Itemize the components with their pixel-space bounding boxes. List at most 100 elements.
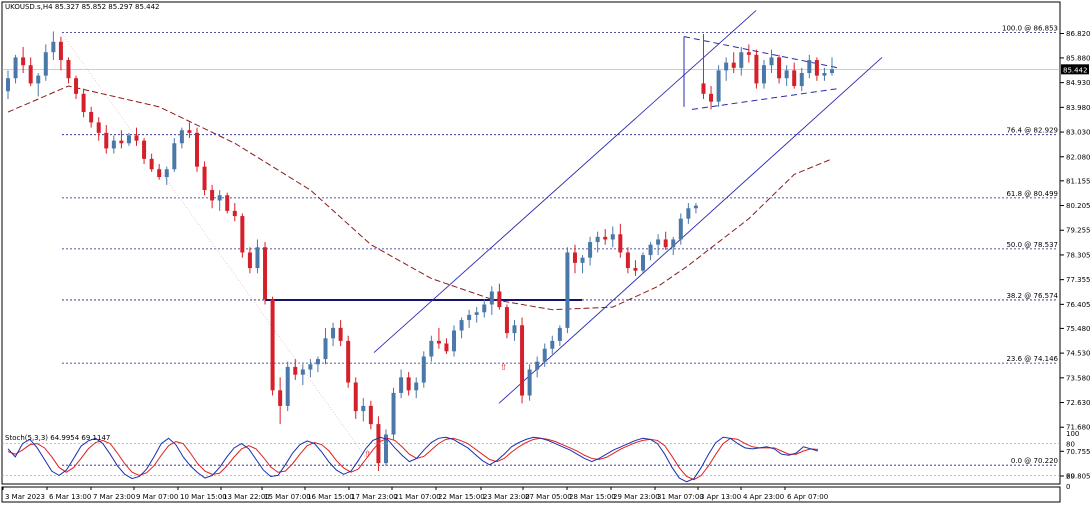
- candle-body: [678, 218, 683, 240]
- candle: [96, 117, 101, 141]
- time-tick-label: 4 Apr 23:00: [743, 493, 784, 501]
- candle: [308, 359, 313, 378]
- candle-body: [610, 234, 615, 240]
- candle-body: [308, 364, 313, 370]
- candle-body: [51, 41, 56, 53]
- candle: [278, 377, 283, 425]
- candle: [323, 327, 328, 365]
- fibonacci-levels: 100.0 @ 86.853 76.4 @ 82.929 61.8 @ 80.499…: [2, 25, 1089, 466]
- stochastic-label: Stoch(5,3,3) 64.9954 69.1147: [5, 434, 110, 442]
- candle: [467, 309, 472, 328]
- time-tick-label: 16 Mar 15:00: [307, 493, 354, 501]
- price-tick-label: 70.755: [1066, 448, 1090, 456]
- candle-body: [436, 340, 441, 344]
- candle-body: [179, 130, 184, 144]
- candle-body: [217, 195, 222, 201]
- candle-body: [383, 434, 388, 464]
- candle: [157, 164, 162, 180]
- candle-body: [96, 122, 101, 133]
- candle: [557, 325, 562, 347]
- candle: [179, 127, 184, 149]
- candle: [51, 31, 56, 61]
- candle: [814, 57, 819, 81]
- candle: [663, 231, 668, 250]
- time-tick-label: 7 Mar 23:00: [93, 493, 135, 501]
- candle-body: [739, 52, 744, 68]
- candle-body: [134, 135, 139, 141]
- trend-lines: [61, 10, 883, 464]
- candle: [361, 398, 366, 422]
- candle-body: [126, 135, 131, 144]
- candle-body: [444, 343, 449, 352]
- moving-average-line: [7, 85, 833, 311]
- candle-body: [474, 312, 479, 315]
- candle: [724, 57, 729, 81]
- fibonacci-level-label: 61.8 @ 80.499: [1006, 190, 1058, 198]
- candle-body: [671, 239, 676, 248]
- candle: [625, 247, 630, 274]
- candle-body: [66, 60, 71, 79]
- candle: [149, 153, 154, 172]
- time-tick-label: 22 Mar 15:00: [438, 493, 485, 501]
- candle-body: [247, 252, 252, 269]
- candle-body: [187, 130, 192, 133]
- time-tick-label: 3 Apr 13:00: [700, 493, 741, 501]
- candle-body: [557, 327, 562, 341]
- candle: [119, 130, 124, 149]
- fibonacci-level-label: 76.4 @ 82.929: [1006, 127, 1058, 135]
- candle-body: [89, 112, 94, 123]
- candle-body: [293, 366, 298, 375]
- candle-body: [459, 320, 464, 331]
- candle: [769, 49, 774, 74]
- price-tick-label: 86.820: [1066, 30, 1090, 38]
- candle: [164, 166, 169, 185]
- candle-body: [716, 70, 721, 102]
- time-axis: 3 Mar 2023 6 Mar 13:00 7 Mar 23:00 9 Mar 07…: [2, 487, 828, 501]
- candle-body: [194, 132, 199, 167]
- candle-body: [603, 236, 608, 240]
- candle: [610, 226, 615, 248]
- fibonacci-level-label: 0.0 @ 70.220: [1011, 457, 1058, 465]
- candle-body: [210, 190, 215, 201]
- candle: [686, 203, 691, 224]
- candle: [618, 223, 623, 258]
- candle: [383, 429, 388, 466]
- candle-body: [429, 340, 434, 357]
- candle: [210, 184, 215, 209]
- candle: [429, 335, 434, 362]
- candle: [459, 317, 464, 339]
- candle: [709, 86, 714, 110]
- candle: [436, 327, 441, 349]
- candle-body: [104, 132, 109, 149]
- candle: [28, 57, 33, 87]
- time-tick-label: 3 Mar 2023: [5, 493, 45, 501]
- price-tick-label: 74.530: [1066, 350, 1090, 358]
- price-tick-label: 83.030: [1066, 129, 1090, 137]
- time-tick-label: 29 Mar 23:00: [613, 493, 660, 501]
- chart-title: UKOUSD.s,H4 85.327 85.852 85.297 85.442: [5, 3, 160, 11]
- candle-body: [746, 52, 751, 55]
- candle: [270, 296, 275, 396]
- candle: [194, 127, 199, 172]
- candle-body: [13, 57, 18, 79]
- candle-body: [520, 325, 525, 396]
- candle: [421, 351, 426, 388]
- time-tick-label: 13 Mar 22:00: [223, 493, 270, 501]
- candle-body: [255, 247, 260, 269]
- candle: [489, 286, 494, 315]
- candle: [550, 335, 555, 354]
- candle-body: [595, 236, 600, 243]
- candle: [202, 161, 207, 196]
- time-tick-label: 6 Apr 07:00: [787, 493, 828, 501]
- time-tick-label: 6 Mar 13:00: [49, 493, 91, 501]
- candle: [527, 364, 532, 401]
- candle-body: [28, 65, 33, 84]
- candle-body: [489, 291, 494, 305]
- stochastic-signal-line: [7, 437, 819, 481]
- candle: [693, 203, 698, 214]
- candle: [225, 192, 230, 214]
- candle: [595, 231, 600, 253]
- candle: [807, 54, 812, 79]
- candle: [104, 125, 109, 154]
